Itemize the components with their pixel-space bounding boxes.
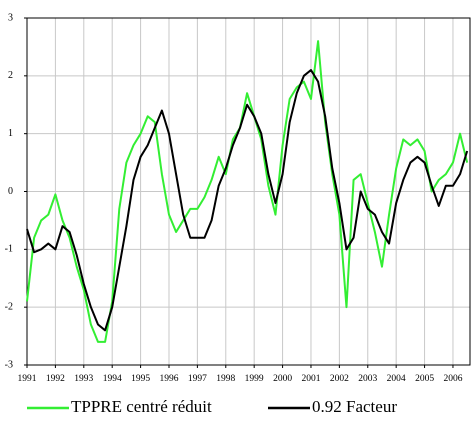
x-tick-label: 2003: [358, 374, 377, 384]
y-tick-label: 0: [8, 186, 13, 197]
x-tick-label: 2001: [301, 374, 320, 384]
y-tick-label: 3: [8, 12, 13, 23]
series-line: [26, 40, 469, 343]
y-tick-label: -3: [5, 359, 13, 370]
x-tick-label: 1996: [159, 374, 178, 384]
legend-label: 0.92 Facteur: [312, 397, 397, 416]
x-tick-label: 2002: [330, 374, 349, 384]
x-tick-label: 1992: [46, 374, 65, 384]
x-tick-label: 1997: [188, 374, 207, 384]
x-tick-label: 1993: [74, 374, 93, 384]
plot-frame: [26, 17, 471, 366]
x-tick-label: 2000: [273, 374, 292, 384]
x-tick-label: 1998: [216, 374, 235, 384]
legend-label: TPPRE centré réduit: [71, 397, 212, 416]
series-line: [26, 69, 469, 332]
y-tick-label: 2: [8, 70, 13, 81]
x-tick-label: 2006: [443, 374, 462, 384]
x-tick-label: 1991: [18, 374, 37, 384]
x-tick-label: 1999: [245, 374, 264, 384]
y-tick-label: -2: [5, 301, 13, 312]
x-tick-label: 1994: [103, 374, 122, 384]
y-tick-label: -1: [5, 244, 13, 255]
x-tick-label: 1995: [131, 374, 150, 384]
y-tick-label: 1: [8, 128, 13, 139]
x-tick-label: 2005: [415, 374, 434, 384]
x-tick-label: 2004: [387, 374, 406, 384]
